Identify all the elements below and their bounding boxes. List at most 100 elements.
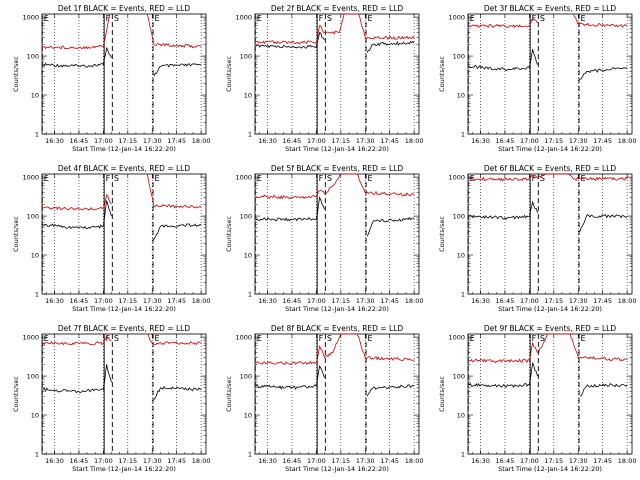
- series-line-black: [579, 213, 628, 232]
- x-tick-label: 17:00: [307, 457, 326, 465]
- marker-label-e: E: [155, 334, 160, 343]
- marker-label-f: F: [532, 174, 537, 183]
- series-line-red: [468, 173, 628, 182]
- series-line-red: [42, 194, 112, 211]
- y-tick-label: 1: [248, 291, 252, 299]
- marker-label-f: F: [106, 174, 111, 183]
- x-tick-label: 18:00: [192, 137, 211, 145]
- x-tick-label: 16:45: [496, 457, 515, 465]
- series-line-black: [255, 196, 325, 222]
- x-tick-label: 17:15: [544, 297, 563, 305]
- panel: Det 9f BLACK = Events, RED = LLD 16:30 16:…: [438, 324, 636, 473]
- y-tick-label: 10: [457, 252, 465, 260]
- x-tick-label: 17:15: [331, 137, 350, 145]
- x-tick-label: 17:15: [544, 137, 563, 145]
- series-line-black: [579, 383, 628, 397]
- y-tick-label: 10: [244, 92, 252, 100]
- x-tick-label: 17:30: [356, 297, 375, 305]
- x-tick-label: 16:30: [471, 137, 490, 145]
- x-tick-label: 16:30: [45, 297, 64, 305]
- y-tick-label: 100: [27, 373, 39, 381]
- x-tick-label: 16:30: [45, 137, 64, 145]
- x-tick-label: 17:30: [143, 457, 162, 465]
- x-tick-label: 18:00: [618, 137, 637, 145]
- series-line-red: [42, 13, 111, 50]
- x-tick-label: 16:30: [258, 297, 277, 305]
- series-line-black: [366, 40, 415, 54]
- x-tick-label: 17:15: [544, 457, 563, 465]
- x-tick-label: 17:00: [307, 137, 326, 145]
- x-tick-label: 17:00: [94, 457, 113, 465]
- x-axis-label: Start Time (12-Jan-14 16:22:20): [72, 305, 176, 313]
- chart-title: Det 9f BLACK = Events, RED = LLD: [484, 324, 617, 333]
- y-tick-label: 1000: [22, 174, 39, 182]
- y-axis-label: Counts/sec: [438, 216, 446, 252]
- series-line-black: [468, 49, 538, 72]
- series-line-black: [42, 200, 112, 230]
- x-tick-label: 17:45: [593, 457, 612, 465]
- y-axis-label: Counts/sec: [225, 376, 233, 412]
- marker-label-e: E: [155, 14, 160, 23]
- y-tick-label: 1000: [235, 14, 252, 22]
- x-tick-label: 17:30: [143, 137, 162, 145]
- x-tick-label: 17:45: [167, 297, 186, 305]
- y-tick-label: 10: [457, 412, 465, 420]
- series-line-black: [579, 67, 628, 80]
- x-tick-label: 17:00: [520, 137, 539, 145]
- series-line-red: [255, 13, 415, 45]
- marker-label-e: E: [368, 174, 373, 183]
- marker-label-s: S: [327, 334, 332, 343]
- panel: Det 3f BLACK = Events, RED = LLD 16:30 16:…: [438, 4, 636, 153]
- series-line-red: [255, 173, 415, 200]
- x-tick-label: 17:45: [593, 137, 612, 145]
- x-tick-label: 16:45: [70, 457, 89, 465]
- series-line-red: [42, 334, 112, 346]
- x-axis-label: Start Time (12-Jan-14 16:22:20): [72, 465, 176, 473]
- y-tick-label: 1000: [235, 334, 252, 342]
- x-tick-label: 16:45: [496, 297, 515, 305]
- panel: Det 7f BLACK = Events, RED = LLD 16:30 16:…: [12, 324, 210, 473]
- y-axis-label: Counts/sec: [438, 376, 446, 412]
- panel: Det 8f BLACK = Events, RED = LLD 16:30 16:…: [225, 324, 423, 473]
- x-tick-label: 18:00: [405, 137, 424, 145]
- y-tick-label: 1: [461, 291, 465, 299]
- y-tick-label: 10: [31, 252, 39, 260]
- chart-title: Det 2f BLACK = Events, RED = LLD: [271, 4, 404, 13]
- marker-label-e: E: [44, 174, 49, 183]
- x-tick-label: 18:00: [405, 457, 424, 465]
- panel: Det 5f BLACK = Events, RED = LLD 16:30 16:…: [225, 164, 423, 313]
- chart-title: Det 5f BLACK = Events, RED = LLD: [271, 164, 404, 173]
- marker-label-s: S: [114, 174, 119, 183]
- x-axis-label: Start Time (12-Jan-14 16:22:20): [285, 305, 389, 313]
- y-tick-label: 10: [244, 252, 252, 260]
- chart-title: Det 7f BLACK = Events, RED = LLD: [58, 324, 191, 333]
- series-line-red: [147, 173, 202, 209]
- y-tick-label: 100: [453, 213, 465, 221]
- marker-label-s: S: [540, 174, 545, 183]
- marker-label-f: F: [532, 14, 537, 23]
- y-axis-label: Counts/sec: [225, 216, 233, 252]
- series-line-red: [255, 333, 415, 366]
- series-line-black: [366, 384, 415, 397]
- marker-label-s: S: [327, 14, 332, 23]
- x-tick-label: 17:45: [167, 457, 186, 465]
- x-tick-label: 17:30: [356, 457, 375, 465]
- y-tick-label: 100: [240, 53, 252, 61]
- series-line-black: [255, 364, 325, 390]
- x-axis-label: Start Time (12-Jan-14 16:22:20): [285, 465, 389, 473]
- y-tick-label: 100: [27, 213, 39, 221]
- series-line-black: [153, 385, 202, 400]
- x-tick-label: 17:30: [143, 297, 162, 305]
- y-tick-label: 1000: [448, 14, 465, 22]
- y-tick-label: 1: [248, 131, 252, 139]
- x-tick-label: 16:30: [471, 297, 490, 305]
- y-tick-label: 1000: [235, 174, 252, 182]
- x-axis-label: Start Time (12-Jan-14 16:22:20): [498, 145, 602, 153]
- series-line-black: [42, 46, 112, 68]
- marker-label-e: E: [368, 334, 373, 343]
- series-line-black: [153, 63, 202, 77]
- series-line-red: [573, 13, 628, 28]
- x-axis-label: Start Time (12-Jan-14 16:22:20): [72, 145, 176, 153]
- y-axis-label: Counts/sec: [438, 56, 446, 92]
